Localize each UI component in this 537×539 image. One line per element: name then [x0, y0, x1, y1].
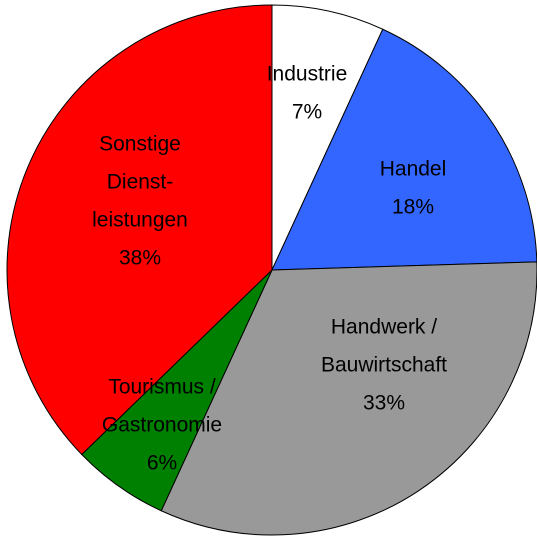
slice-value-label: 6% [147, 452, 177, 475]
pie-slice [6, 4, 273, 456]
slice-value-label: 7% [292, 101, 322, 124]
pie-slice [271, 4, 384, 271]
slice-label: Handwerk / [331, 316, 437, 339]
slice-label: Industrie [267, 63, 348, 86]
slice-label: leistungen [92, 209, 188, 232]
slice-value-label: 33% [363, 392, 405, 415]
slice-label: Tourismus / [108, 376, 216, 399]
pie-slice [160, 261, 537, 536]
slice-label: Gastronomie [102, 414, 222, 437]
slice-label: Handel [380, 158, 447, 181]
slice-value-label: 18% [392, 196, 434, 219]
slice-value-label: 38% [119, 247, 161, 270]
slice-label: Bauwirtschaft [321, 354, 447, 377]
slice-label: Sonstige [99, 133, 181, 156]
pie-slice [271, 28, 537, 271]
slice-label: Dienst- [107, 171, 174, 194]
